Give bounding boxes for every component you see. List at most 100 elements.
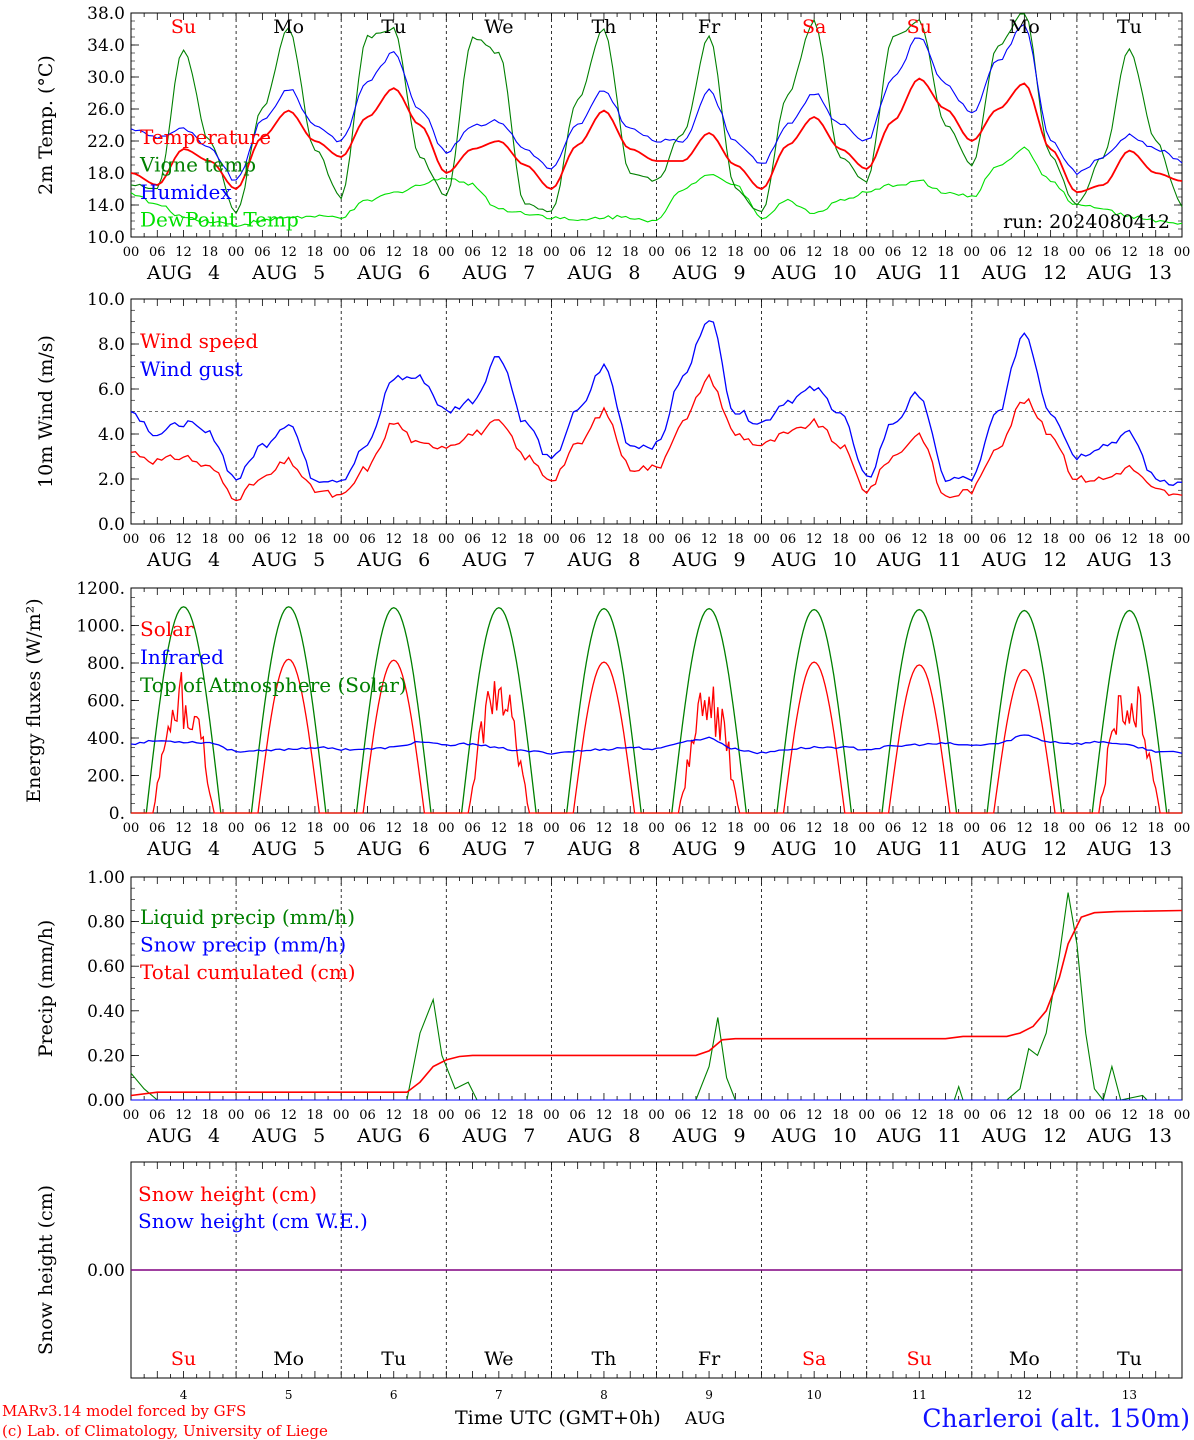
date-day: 6 — [418, 1125, 430, 1147]
hour-tick-label: 06 — [1095, 1108, 1112, 1123]
date-label: AUG 6 — [356, 1125, 430, 1147]
hour-tick-label: 06 — [885, 821, 902, 836]
legend-entry: Liquid precip (mm/h) — [140, 905, 355, 929]
legend-entry: Snow precip (mm/h) — [140, 933, 346, 957]
date-day: 5 — [313, 549, 325, 571]
date-day: 10 — [833, 838, 857, 860]
legend-entry: Humidex — [140, 180, 232, 204]
date-label: AUG 13 — [1086, 262, 1172, 284]
y-tick-label: 6.0 — [98, 380, 125, 400]
hour-tick-label: 06 — [254, 245, 271, 260]
date-day: 6 — [418, 262, 430, 284]
lab-credit: (c) Lab. of Climatology, University of L… — [2, 1422, 328, 1440]
hour-tick-label: 06 — [780, 245, 797, 260]
date-month: AUG — [1086, 262, 1132, 284]
weekday-label: Tu — [1117, 16, 1142, 38]
hour-tick-label: 06 — [464, 821, 481, 836]
weekday-label: Th — [591, 16, 616, 38]
date-label: AUG 4 — [146, 549, 220, 571]
date-day: 5 — [313, 1125, 325, 1147]
y-tick-label: 30.0 — [87, 68, 125, 88]
series-line-wind-gust — [130, 320, 1183, 486]
date-day: 9 — [733, 1125, 745, 1147]
y-axis-label: 10m Wind (m/s) — [35, 335, 57, 488]
legend-entry: Wind gust — [140, 357, 243, 381]
y-tick-label: 8.0 — [98, 335, 125, 355]
hour-tick-label: 00 — [1069, 1108, 1086, 1123]
date-day: 5 — [313, 262, 325, 284]
y-tick-label: 800. — [87, 654, 125, 674]
hour-tick-label: 06 — [149, 1108, 166, 1123]
weekday-label: Mo — [1009, 1348, 1040, 1370]
y-tick-label: 14.0 — [87, 196, 125, 216]
date-day: 13 — [1148, 838, 1172, 860]
date-month: AUG — [771, 549, 817, 571]
date-label: AUG 11 — [876, 1125, 962, 1147]
hour-tick-label: 00 — [1069, 821, 1086, 836]
date-label: AUG 6 — [356, 549, 430, 571]
hour-tick-label: 06 — [675, 532, 692, 547]
hour-tick-label: 18 — [1042, 532, 1059, 547]
y-tick-label: 0.40 — [87, 1002, 125, 1022]
date-month: AUG — [251, 262, 297, 284]
legend-entry: Temperature — [140, 125, 271, 149]
hour-tick-label: 18 — [832, 1108, 849, 1123]
day-number-label: 8 — [600, 1388, 608, 1402]
hour-tick-label: 06 — [569, 532, 586, 547]
date-day: 4 — [208, 262, 220, 284]
hour-tick-label: 06 — [1095, 532, 1112, 547]
hour-tick-label: 00 — [543, 532, 560, 547]
hour-tick-label: 12 — [806, 245, 823, 260]
hour-tick-label: 00 — [753, 1108, 770, 1123]
y-tick-label: 22.0 — [87, 132, 125, 152]
hour-tick-label: 00 — [648, 532, 665, 547]
station-label: Charleroi (alt. 150m) — [922, 1404, 1190, 1433]
model-credit: MARv3.14 model forced by GFS — [2, 1402, 246, 1420]
y-tick-label: 18.0 — [87, 164, 125, 184]
y-tick-label: 4.0 — [98, 425, 125, 445]
hour-tick-label: 12 — [701, 821, 718, 836]
hour-tick-label: 00 — [1174, 1108, 1191, 1123]
hour-tick-label: 18 — [1042, 1108, 1059, 1123]
series-line-dewpoint-temp — [130, 146, 1183, 228]
hour-tick-label: 00 — [753, 532, 770, 547]
hour-tick-label: 12 — [175, 1108, 192, 1123]
weekday-label: Tu — [1117, 1348, 1142, 1370]
hour-tick-label: 00 — [333, 532, 350, 547]
series-line-total-cumulated-cm- — [130, 909, 1183, 1097]
hour-tick-label: 00 — [648, 821, 665, 836]
weekday-label: Sa — [802, 16, 826, 38]
date-month: AUG — [876, 838, 922, 860]
date-day: 9 — [733, 549, 745, 571]
hour-tick-label: 00 — [543, 821, 560, 836]
hour-tick-label: 12 — [596, 821, 613, 836]
date-day: 7 — [523, 262, 535, 284]
date-month: AUG — [566, 838, 612, 860]
hour-tick-label: 00 — [1069, 532, 1086, 547]
hour-tick-label: 12 — [911, 821, 928, 836]
date-label: AUG 10 — [771, 262, 857, 284]
hour-tick-label: 12 — [175, 821, 192, 836]
hour-tick-label: 06 — [359, 821, 376, 836]
date-month: AUG — [251, 549, 297, 571]
hour-tick-label: 12 — [1121, 821, 1138, 836]
hour-tick-label: 18 — [727, 821, 744, 836]
hour-tick-label: 18 — [202, 245, 219, 260]
date-label: AUG 12 — [981, 1125, 1067, 1147]
x-axis-month-label: AUG — [684, 1409, 725, 1429]
date-month: AUG — [771, 838, 817, 860]
legend-entry: Vigne temp — [139, 153, 256, 177]
date-month: AUG — [981, 262, 1027, 284]
weekday-label: Mo — [273, 16, 304, 38]
date-day: 13 — [1148, 1125, 1172, 1147]
weekday-label: Mo — [1009, 16, 1040, 38]
hour-tick-label: 18 — [622, 1108, 639, 1123]
hour-tick-label: 18 — [937, 821, 954, 836]
date-label: AUG 7 — [461, 549, 535, 571]
date-month: AUG — [566, 549, 612, 571]
y-tick-label: 10.0 — [87, 228, 125, 248]
hour-tick-label: 18 — [307, 821, 324, 836]
date-day: 13 — [1148, 549, 1172, 571]
date-label: AUG 9 — [672, 838, 746, 860]
